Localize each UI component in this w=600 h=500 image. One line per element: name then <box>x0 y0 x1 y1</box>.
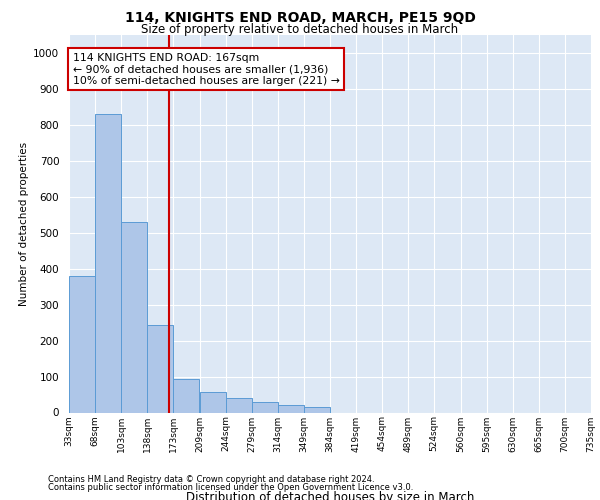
Text: Contains HM Land Registry data © Crown copyright and database right 2024.: Contains HM Land Registry data © Crown c… <box>48 475 374 484</box>
Text: Contains public sector information licensed under the Open Government Licence v3: Contains public sector information licen… <box>48 483 413 492</box>
Bar <box>304 407 329 412</box>
Bar <box>173 379 199 412</box>
X-axis label: Distribution of detached houses by size in March: Distribution of detached houses by size … <box>186 490 474 500</box>
Text: Size of property relative to detached houses in March: Size of property relative to detached ho… <box>142 22 458 36</box>
Bar <box>95 114 121 412</box>
Text: 114 KNIGHTS END ROAD: 167sqm
← 90% of detached houses are smaller (1,936)
10% of: 114 KNIGHTS END ROAD: 167sqm ← 90% of de… <box>73 52 340 86</box>
Bar <box>200 392 226 412</box>
Bar <box>226 398 251 412</box>
Text: 114, KNIGHTS END ROAD, MARCH, PE15 9QD: 114, KNIGHTS END ROAD, MARCH, PE15 9QD <box>125 11 475 25</box>
Y-axis label: Number of detached properties: Number of detached properties <box>19 142 29 306</box>
Bar <box>121 222 146 412</box>
Bar <box>278 406 304 412</box>
Bar <box>148 325 173 412</box>
Bar <box>253 402 278 412</box>
Bar <box>70 276 95 412</box>
